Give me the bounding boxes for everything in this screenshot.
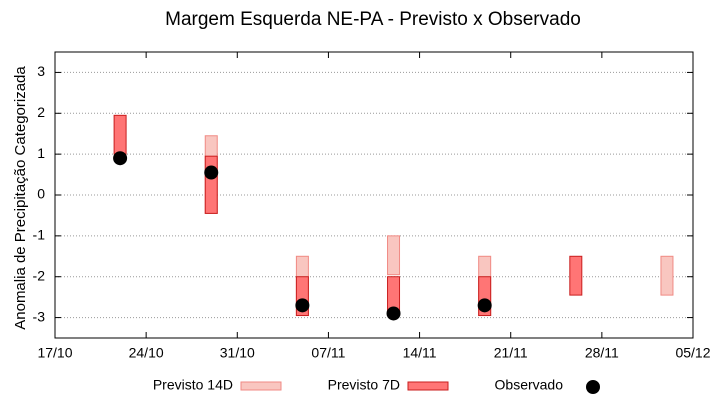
y-tick-label: -2 bbox=[33, 267, 46, 283]
x-tick-label: 24/10 bbox=[129, 345, 164, 361]
x-tick-label: 14/11 bbox=[403, 345, 437, 361]
x-tick-label: 21/11 bbox=[494, 345, 528, 361]
y-tick-label: 2 bbox=[37, 104, 45, 120]
plot-border bbox=[54, 51, 694, 339]
x-tick-label: 07/11 bbox=[311, 345, 345, 361]
y-tick-label: 3 bbox=[37, 63, 45, 79]
y-tick-label: 0 bbox=[37, 186, 45, 202]
observed-point bbox=[204, 165, 219, 180]
y-tick-label: -1 bbox=[33, 227, 46, 243]
observed-point bbox=[295, 298, 310, 313]
y-tick-label: 1 bbox=[37, 145, 45, 161]
legend-label: Previsto 7D bbox=[328, 377, 400, 393]
x-tick-label: 28/11 bbox=[585, 345, 619, 361]
legend-swatch bbox=[586, 380, 600, 394]
x-tick-label: 17/10 bbox=[37, 345, 72, 361]
legend-label: Previsto 14D bbox=[153, 377, 233, 393]
x-tick-label: 05/12 bbox=[675, 345, 710, 361]
legend-swatch bbox=[240, 381, 282, 391]
y-axis-label: Anomalia de Precipitação Categorizada bbox=[12, 66, 29, 330]
observed-point bbox=[477, 298, 492, 313]
chart-title: Margem Esquerda NE-PA - Previsto x Obser… bbox=[165, 9, 581, 30]
x-tick-label: 31/10 bbox=[220, 345, 255, 361]
observed-point bbox=[113, 151, 128, 166]
range-bar bbox=[569, 255, 583, 296]
range-bar bbox=[660, 255, 674, 296]
y-tick-label: -3 bbox=[33, 308, 46, 324]
range-bar bbox=[204, 155, 218, 214]
legend-swatch bbox=[407, 381, 449, 391]
legend-label: Observado bbox=[495, 377, 564, 393]
range-bar bbox=[387, 235, 401, 276]
observed-point bbox=[386, 306, 401, 321]
range-bar bbox=[113, 114, 127, 155]
